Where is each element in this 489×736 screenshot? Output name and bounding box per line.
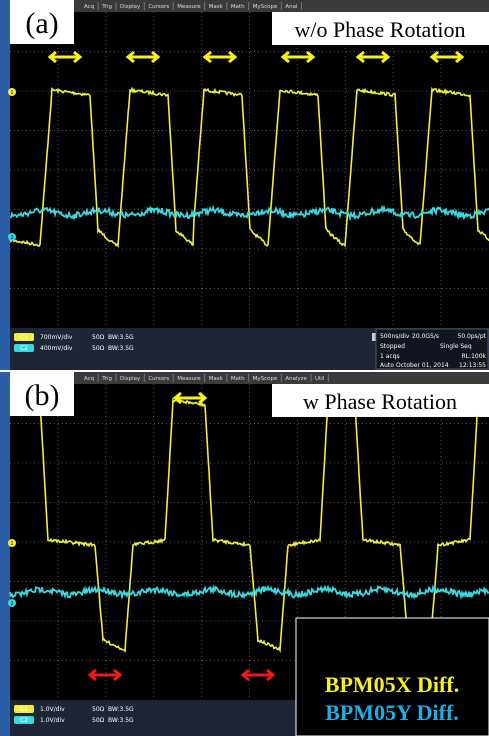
acq-sample_rate: 20.0GS/s [412, 333, 439, 340]
menu-bar [10, 372, 489, 384]
acq-date: October 01, 2014 [396, 362, 449, 369]
menu-item: Util [315, 376, 325, 382]
menu-item: Cursors [148, 376, 169, 382]
channel-bandwidth: BW:3.5G [108, 334, 134, 341]
channel-scale: 700mV/div [40, 334, 73, 341]
panel-caption: w/o Phase Rotation [294, 17, 465, 42]
menu-item: Trig [101, 376, 112, 382]
channel-bandwidth: BW:3.5G [108, 717, 134, 724]
channel-scale: 1.0V/div [40, 717, 65, 724]
legend-entry: BPM05X Diff. [325, 672, 459, 697]
channel-impedance: 50Ω [92, 334, 105, 341]
acq-mode: Single Seq [440, 343, 472, 350]
menu-item: Math [231, 4, 245, 10]
menu-bar [10, 0, 489, 12]
acq-trigger_mode: Auto [380, 362, 394, 369]
menu-item: Display [120, 376, 141, 382]
acq-timebase: 500ns/div [380, 333, 410, 340]
menu-item: MyScope [253, 4, 278, 10]
side-strip [0, 0, 10, 370]
channel-scale: 1.0V/div [40, 706, 65, 713]
acq-record_length: RL:100k [462, 353, 487, 360]
menu-item: Mask [209, 4, 224, 10]
menu-item: Measure [177, 4, 201, 10]
channel-bandwidth: BW:3.5G [108, 706, 134, 713]
menu-item: Mask [209, 376, 224, 382]
channel-marker-label: 1 [10, 541, 13, 547]
channel-impedance: 50Ω [92, 717, 105, 724]
menu-item: Analyze [285, 376, 307, 382]
menu-item: MyScope [253, 376, 278, 382]
menu-item: Anal [285, 4, 298, 10]
panel-label: (a) [25, 7, 58, 40]
acq-state: Stopped [380, 343, 405, 350]
acq-time: 12:13:55 [459, 362, 486, 369]
channel-id: C1 [20, 334, 28, 341]
acq-resolution: 50.0ps/pt [458, 333, 487, 340]
panel-caption: w Phase Rotation [303, 389, 457, 414]
channel-id: C2 [20, 345, 28, 352]
menu-item: Trig [101, 4, 112, 10]
channel-marker-label: 2 [10, 235, 13, 241]
figure: Acq Trig Display Cursors Measure Mask Math MySc… [0, 0, 489, 736]
channel-impedance: 50Ω [92, 706, 105, 713]
panel-label: (b) [25, 379, 60, 412]
menu-item: Acq [84, 376, 94, 382]
legend-entry: BPM05Y Diff. [325, 700, 459, 725]
channel-scale: 400mV/div [40, 345, 73, 352]
channel-id: C1 [20, 706, 28, 713]
acq-acqs: 1 acqs [380, 353, 400, 360]
menu-item: Math [231, 376, 245, 382]
menu-item: Display [120, 4, 141, 10]
channel-marker-label: 2 [10, 601, 13, 607]
menu-item: Cursors [148, 4, 169, 10]
channel-bandwidth: BW:3.5G [108, 345, 134, 352]
channel-marker-label: 1 [10, 90, 13, 96]
side-strip [0, 372, 10, 736]
channel-id: C2 [20, 717, 28, 724]
menu-item: Acq [84, 4, 94, 10]
channel-impedance: 50Ω [92, 345, 105, 352]
menu-item: Measure [177, 376, 201, 382]
